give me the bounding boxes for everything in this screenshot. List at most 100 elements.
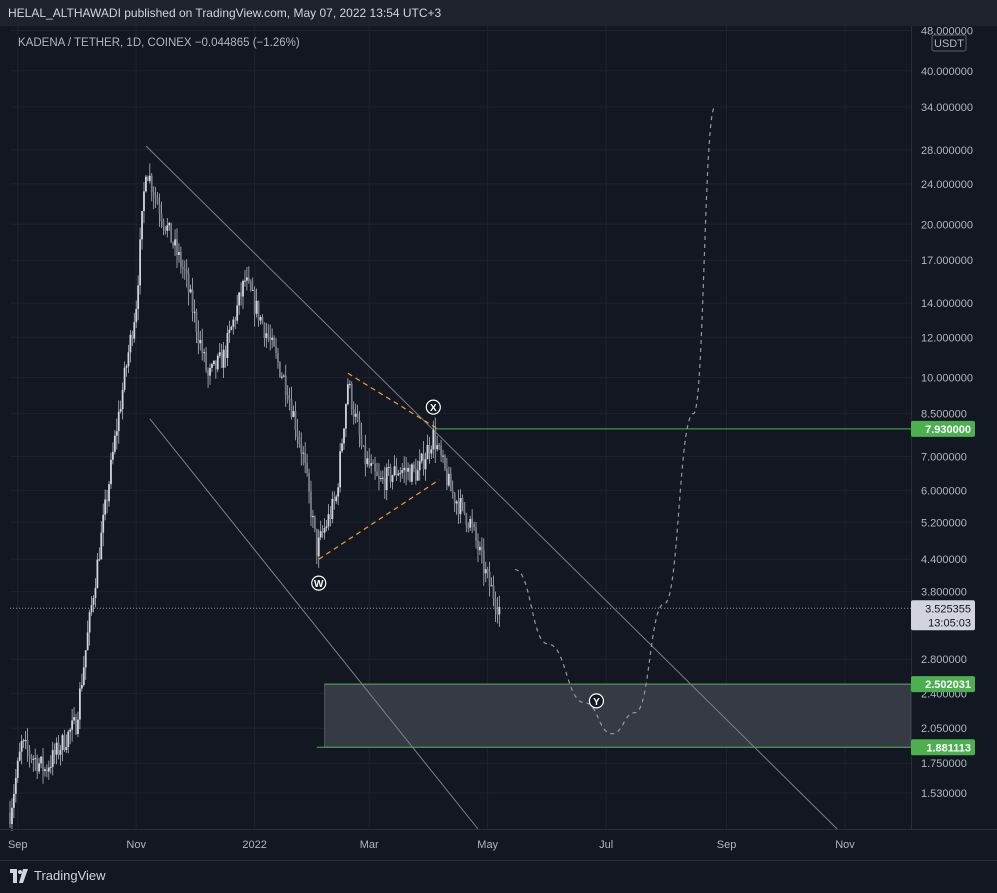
candle-body <box>329 514 332 520</box>
candle-body <box>259 317 262 321</box>
candle-body <box>172 242 175 246</box>
candle-body <box>55 742 58 755</box>
candle-body <box>453 492 456 504</box>
candle-body <box>224 349 227 359</box>
y-tick-label: 6.000000 <box>921 486 967 498</box>
candle-body <box>65 747 68 750</box>
candle-body <box>193 311 196 313</box>
price-chart[interactable]: W X Y 48.000000 40.000000 34.000000 28.000000… <box>0 26 997 860</box>
y-tick-label: 8.500000 <box>921 409 967 421</box>
y-tick-label: 10.000000 <box>921 373 973 385</box>
candle-body <box>294 411 297 431</box>
candle-body <box>434 429 437 450</box>
candle-body <box>57 742 60 755</box>
y-tick-label: 17.000000 <box>921 255 973 267</box>
candle-body <box>352 409 355 417</box>
candle-body <box>479 546 481 551</box>
candle-body <box>226 332 229 359</box>
candle-body <box>77 719 79 735</box>
annotation-lines <box>10 145 911 830</box>
candle-body <box>418 461 421 471</box>
candle-body <box>34 758 37 760</box>
candle-body <box>469 518 472 528</box>
y-tick-label: 1.750000 <box>921 758 967 770</box>
level-price-label: 2.502031 <box>925 679 971 691</box>
candle-body <box>185 270 188 274</box>
candle-body <box>473 524 475 528</box>
candle-body <box>141 211 143 240</box>
candle-body <box>403 467 406 471</box>
candle-body <box>164 226 167 231</box>
candle-body <box>325 526 328 529</box>
candle-body <box>315 528 318 557</box>
candle-body <box>374 463 376 472</box>
y-tick-label: 28.000000 <box>921 145 973 157</box>
y-tick-label: 12.000000 <box>921 332 973 344</box>
candle-body <box>117 411 120 432</box>
candle-body <box>446 468 448 486</box>
candle-body <box>300 443 303 454</box>
candle-body <box>267 333 270 338</box>
candle-body <box>426 444 429 460</box>
candle-body <box>230 326 233 330</box>
x-tick-label: Sep <box>8 839 28 851</box>
candle-body <box>30 756 33 760</box>
y-tick-label: 2.050000 <box>921 723 967 735</box>
candle-body <box>475 527 477 541</box>
candle-body <box>368 458 371 466</box>
candle-body <box>379 478 382 480</box>
candle-body <box>323 528 326 533</box>
candle-body <box>438 445 441 447</box>
candle-body <box>290 399 293 417</box>
candle-body <box>199 339 202 344</box>
candle-body <box>255 300 258 314</box>
candle-body <box>477 540 479 551</box>
candle-body <box>197 332 200 344</box>
axes: 48.000000 40.000000 34.000000 28.000000 24.0… <box>0 26 997 851</box>
level-price-badge <box>911 676 975 693</box>
candle-body <box>100 532 103 560</box>
candle-body <box>108 484 110 502</box>
candle-body <box>401 470 404 473</box>
candle-body <box>389 466 392 482</box>
candle-body <box>284 375 287 396</box>
candle-body <box>385 467 388 491</box>
candle-body <box>327 514 330 527</box>
candle-body <box>121 389 124 409</box>
candle-body <box>424 459 427 470</box>
candle-body <box>32 758 35 760</box>
y-tick-label: 14.000000 <box>921 298 973 310</box>
candle-body <box>440 445 442 456</box>
wave-marker-label: X <box>430 403 437 414</box>
candle-body <box>222 349 225 368</box>
candle-body <box>354 413 357 417</box>
candle-body <box>12 793 15 808</box>
candle-body <box>88 612 91 633</box>
x-tick-label: Mar <box>360 839 379 851</box>
level-price-badge <box>911 420 975 437</box>
candle-body <box>343 428 345 444</box>
candle-body <box>158 203 161 214</box>
channel-line-1 <box>145 145 838 830</box>
candle-body <box>399 472 402 474</box>
candle-body <box>362 445 365 447</box>
candle-body <box>275 346 277 353</box>
candle-body <box>444 455 446 469</box>
candle-body <box>459 497 462 515</box>
candle-body <box>306 462 308 473</box>
candle-body <box>170 222 173 243</box>
y-tick-label: 4.400000 <box>921 554 967 566</box>
candle-body <box>244 280 246 282</box>
candle-body <box>488 571 491 587</box>
y-tick-label: 24.000000 <box>921 179 973 191</box>
candle-body <box>228 329 231 333</box>
candle-body <box>73 716 75 721</box>
candle-body <box>432 429 435 450</box>
candle-body <box>286 395 289 400</box>
countdown-label: 13:05:03 <box>928 617 971 629</box>
candle-body <box>191 289 194 312</box>
y-tick-label: 7.000000 <box>921 452 967 464</box>
candle-body <box>457 501 460 515</box>
candle-body <box>265 333 268 339</box>
target-zone-box <box>324 683 912 748</box>
